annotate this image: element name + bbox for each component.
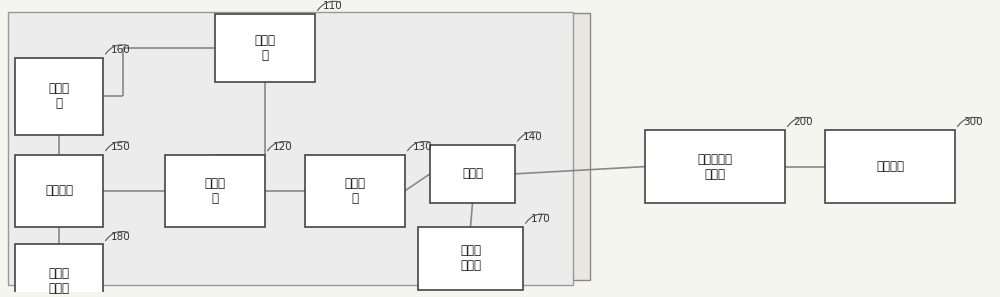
FancyBboxPatch shape: [215, 14, 315, 82]
Text: 加稀释
液装置: 加稀释 液装置: [48, 267, 70, 295]
FancyBboxPatch shape: [165, 154, 265, 227]
Text: 120: 120: [273, 142, 293, 152]
Text: 110: 110: [323, 1, 343, 11]
FancyBboxPatch shape: [430, 145, 515, 203]
Text: 染色装
置: 染色装 置: [344, 177, 366, 205]
FancyBboxPatch shape: [15, 244, 103, 297]
FancyBboxPatch shape: [10, 13, 590, 280]
Text: 180: 180: [111, 232, 131, 241]
Text: 计数装置: 计数装置: [45, 184, 73, 197]
FancyBboxPatch shape: [418, 227, 523, 290]
FancyBboxPatch shape: [8, 12, 573, 285]
Text: 图像采
集装置: 图像采 集装置: [460, 244, 481, 272]
Text: 加样装
置: 加样装 置: [254, 34, 276, 62]
FancyBboxPatch shape: [15, 154, 103, 227]
Text: 140: 140: [523, 132, 543, 142]
FancyBboxPatch shape: [305, 154, 405, 227]
Text: 160: 160: [111, 45, 131, 55]
FancyBboxPatch shape: [825, 130, 955, 203]
Text: 130: 130: [413, 142, 433, 152]
Text: 推片装
置: 推片装 置: [205, 177, 226, 205]
Text: 输入装
置: 输入装 置: [48, 83, 70, 110]
Text: 显微镜: 显微镜: [462, 167, 483, 180]
FancyBboxPatch shape: [15, 58, 103, 135]
FancyBboxPatch shape: [645, 130, 785, 203]
Text: 170: 170: [531, 214, 551, 224]
Text: 血液样本检
测装置: 血液样本检 测装置: [698, 153, 733, 181]
Text: 300: 300: [963, 117, 983, 127]
Text: 打印装置: 打印装置: [876, 160, 904, 173]
Text: 150: 150: [111, 142, 131, 152]
Text: 200: 200: [793, 117, 813, 127]
